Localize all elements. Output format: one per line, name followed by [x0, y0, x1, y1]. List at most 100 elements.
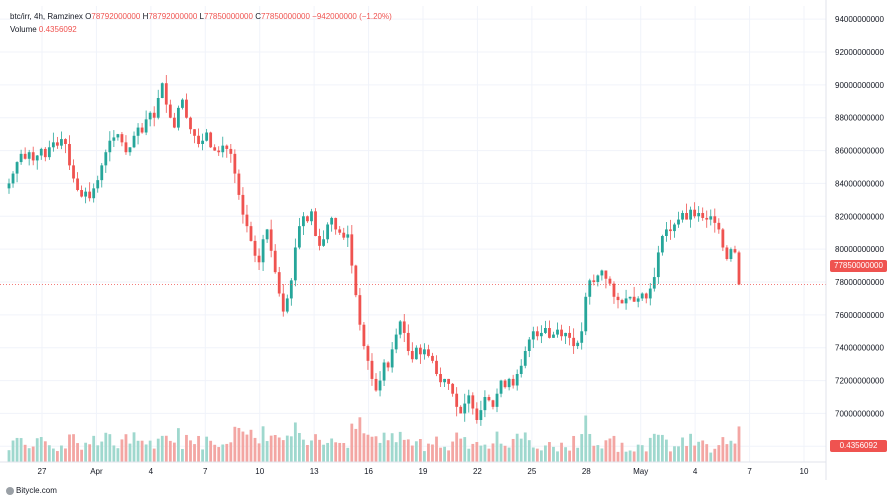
volume-bar — [713, 448, 717, 462]
volume-bar — [447, 450, 451, 462]
candle-body — [689, 209, 693, 220]
volume-bar — [84, 442, 88, 462]
legend-o-value: 78792000000 — [91, 12, 141, 21]
volume-bar — [334, 442, 338, 462]
candle-body — [737, 252, 741, 285]
candle-body — [370, 360, 374, 379]
candle-body — [273, 250, 277, 273]
candle-body — [548, 328, 551, 338]
x-tick-label: 7 — [747, 467, 752, 476]
candle-body — [439, 374, 442, 383]
volume-bar — [221, 444, 225, 462]
volume-bar — [519, 438, 523, 462]
volume-bar — [467, 448, 471, 462]
candle-body — [616, 296, 620, 301]
volume-bar — [535, 448, 539, 462]
volume-bar — [108, 434, 112, 462]
volume-bar — [701, 440, 705, 462]
volume-bar — [665, 439, 668, 462]
candle-body — [628, 296, 632, 299]
volume-bar — [35, 438, 39, 462]
volume-bar — [527, 440, 531, 462]
volume-bar — [241, 431, 245, 462]
candle-body — [410, 351, 414, 360]
volume-bar — [201, 449, 204, 462]
volume-bar — [697, 441, 701, 462]
price-axis[interactable]: 94000000000 92000000000 90000000000 8800000… — [825, 0, 884, 480]
volume-bar — [326, 442, 330, 462]
candle-body — [665, 229, 668, 236]
volume-bar — [193, 444, 196, 462]
volume-bar — [503, 445, 507, 462]
candle-body — [185, 99, 188, 118]
volume-bar — [733, 443, 737, 462]
volume-bar — [330, 438, 334, 462]
volume-bar — [693, 445, 697, 462]
candle-body — [459, 406, 463, 414]
candle-body — [35, 155, 39, 161]
y-tick-label: 74000000000 — [835, 344, 884, 353]
volume-bar — [164, 435, 168, 462]
candle-body — [374, 378, 378, 391]
candle-body — [519, 365, 523, 374]
candle-body — [132, 135, 136, 148]
candle-body — [281, 293, 285, 312]
footer-brand[interactable]: Bitycle.com — [6, 486, 57, 495]
legend-c-value: 77850000000 — [260, 12, 310, 21]
volume-bar — [681, 437, 684, 462]
volume-bar — [592, 445, 596, 462]
candle-body — [701, 213, 705, 218]
volume-bar — [60, 445, 63, 462]
volume-bar — [390, 433, 394, 462]
volume-bar — [27, 448, 31, 462]
volume-bar — [402, 439, 406, 462]
candle-body — [455, 393, 459, 407]
candle-body — [705, 217, 709, 220]
volume-bar — [495, 431, 499, 462]
volume-bar — [302, 439, 305, 462]
candle-body — [515, 374, 519, 386]
volume-bar — [289, 436, 293, 462]
candle-body — [495, 393, 499, 407]
volume-bar — [229, 442, 233, 462]
volume-bar — [116, 448, 120, 462]
time-axis[interactable]: 27 Apr 4 7 10 13 16 19 22 25 28 May 4 7 10 — [0, 461, 826, 476]
candle-body — [277, 272, 281, 294]
candle-body — [201, 140, 204, 144]
volume-bar — [144, 444, 148, 462]
y-tick-label: 94000000000 — [835, 15, 884, 24]
volume-bar — [721, 437, 725, 462]
volume-bar — [140, 440, 144, 462]
volume-bar — [717, 445, 721, 462]
candle-body — [487, 397, 491, 401]
candle-body — [729, 249, 733, 259]
volume-bar — [507, 447, 511, 462]
candle-body — [358, 295, 362, 325]
volume-bar — [19, 438, 23, 462]
candlesticks — [7, 75, 741, 426]
candle-body — [725, 247, 729, 259]
legend-volume-label[interactable]: Volume — [10, 25, 37, 34]
candle-body — [479, 410, 483, 420]
candle-body — [72, 165, 75, 179]
volume-bar — [346, 447, 350, 462]
volume-bar — [96, 445, 100, 462]
x-tick-label: May — [633, 467, 648, 476]
candle-body — [213, 147, 217, 151]
legend-volume-row: Volume 0.4356092 — [10, 23, 392, 36]
volume-bar — [479, 445, 483, 462]
candle-body — [55, 142, 59, 146]
volume-bar — [418, 438, 422, 462]
candle-body — [15, 162, 19, 174]
legend-change: −942000000 (−1.20%) — [312, 12, 392, 21]
volume-bar — [132, 432, 136, 462]
volume-bar — [499, 443, 503, 462]
volume-bar — [580, 434, 584, 462]
candle-body — [249, 226, 253, 241]
legend-symbol[interactable]: btc/irr, 4h, Ramzinex — [10, 12, 83, 21]
volume-bars — [7, 415, 741, 462]
volume-bar — [491, 443, 495, 462]
candle-body — [148, 112, 152, 120]
candle-body — [721, 229, 725, 248]
